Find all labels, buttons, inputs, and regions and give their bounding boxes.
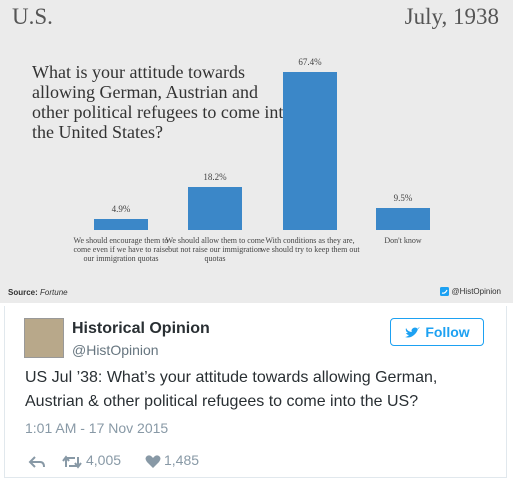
tweet-text: US Jul ’38: What’s your attitude towards… (25, 369, 438, 410)
follow-label: Follow (425, 324, 470, 340)
bar (188, 187, 242, 230)
like-count: 1,485 (164, 452, 200, 468)
category-label: With conditions as they are, we should t… (260, 236, 360, 254)
value-label: 9.5% (393, 192, 413, 203)
credit: @HistOpinion (439, 287, 501, 296)
category-label: We should allow them to come but not rai… (165, 236, 265, 263)
source: Source: Fortune (8, 288, 68, 297)
twitter-icon (439, 287, 449, 296)
header-left: U.S. (12, 4, 53, 29)
bar (94, 218, 148, 230)
bird-icon (405, 326, 421, 337)
follow-button[interactable]: Follow (390, 318, 484, 346)
reply-icon[interactable] (28, 455, 46, 469)
bar (376, 207, 430, 230)
credit-handle: @HistOpinion (451, 287, 501, 296)
category-label: Don't know (384, 236, 422, 245)
avatar[interactable] (24, 318, 64, 358)
timestamp[interactable]: 1:01 AM - 17 Nov 2015 (25, 420, 169, 436)
chart-image: U.S. July, 1938 What is your attitude to… (0, 0, 513, 303)
bar (283, 72, 337, 230)
value-label: 67.4% (298, 57, 322, 67)
value-label: 18.2% (203, 172, 227, 183)
retweet-icon[interactable] (62, 455, 82, 469)
retweet-count: 4,005 (86, 452, 122, 468)
value-label: 4.9% (111, 203, 131, 214)
header-right: July, 1938 (404, 4, 499, 29)
source-name: Fortune (40, 288, 68, 297)
category-label: We should encourage them to come even if… (73, 236, 169, 263)
tweet-card (4, 306, 507, 478)
chart-title: What is your attitude towards allowing G… (32, 62, 293, 142)
user-handle[interactable]: @HistOpinion (72, 342, 159, 358)
source-label: Source: (8, 288, 38, 297)
like-icon[interactable] (145, 454, 161, 469)
user-name[interactable]: Historical Opinion (72, 320, 210, 337)
